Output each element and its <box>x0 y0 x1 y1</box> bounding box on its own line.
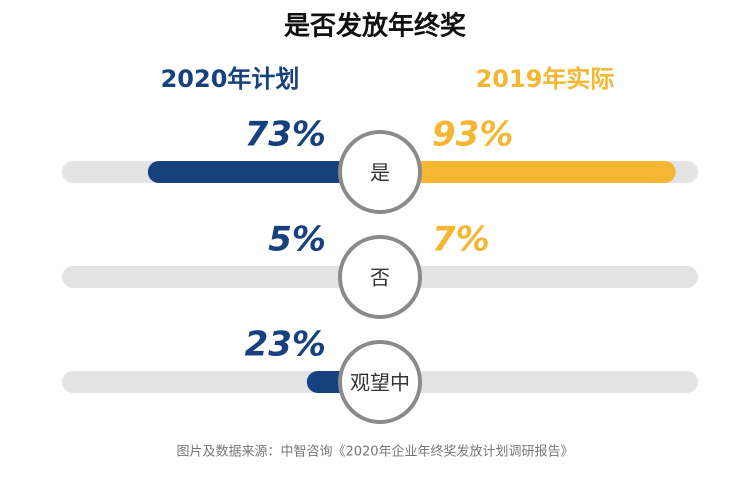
source-note: 图片及数据来源：中智咨询《2020年企业年终奖发放计划调研报告》 <box>176 444 573 460</box>
legend-label: 2019年实际 <box>476 65 615 93</box>
bar <box>380 161 676 183</box>
category-label: 否 <box>370 266 390 290</box>
legend-label: 2020年计划 <box>161 65 300 93</box>
value-label: 7% <box>432 220 490 260</box>
bar <box>147 161 380 183</box>
category-label: 观望中 <box>350 371 410 395</box>
value-label: 93% <box>432 115 513 155</box>
value-label: 73% <box>245 115 326 155</box>
category-circle <box>338 340 422 424</box>
value-label: 5% <box>268 220 326 260</box>
chart-title: 是否发放年终奖 <box>284 11 467 42</box>
category-circle <box>338 235 422 319</box>
category-circle <box>338 130 422 214</box>
category-label: 是 <box>370 161 390 185</box>
value-label: 23% <box>245 325 326 365</box>
